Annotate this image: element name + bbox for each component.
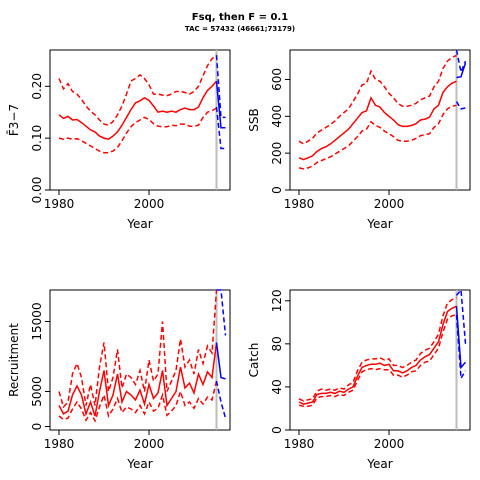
plot-frame [289, 289, 471, 431]
y-tick-label: 0 [270, 186, 284, 194]
projection-upper-line [455, 288, 467, 344]
y-axis-label: SSB [247, 108, 261, 131]
x-axis-label: Year [126, 457, 152, 471]
y-tick-label: 0.00 [30, 177, 44, 204]
x-tick-label: 2000 [134, 197, 165, 211]
plot-frame [49, 49, 231, 191]
history-lower-line [298, 314, 457, 408]
projection-median-line [456, 62, 467, 79]
figure-title: Fsq, then F = 0.1 [192, 12, 288, 23]
history-median-line [298, 80, 457, 161]
projection-median-line [215, 342, 226, 380]
x-axis-label: Year [126, 217, 152, 231]
y-tick-label: 80 [270, 336, 284, 351]
history-median-line [58, 342, 218, 417]
x-tick-label: 1980 [284, 197, 315, 211]
y-axis-label: Catch [247, 343, 261, 378]
x-axis-label: Year [366, 217, 392, 231]
history-median-line [58, 80, 218, 141]
history-upper-line [298, 54, 457, 145]
x-tick-label: 1980 [44, 197, 75, 211]
y-tick-label: 15000 [30, 302, 44, 340]
y-tick-label: 400 [270, 105, 284, 128]
y-tick-label: 0.20 [30, 73, 44, 100]
projection-lower-line [215, 106, 226, 150]
y-tick-label: 200 [270, 142, 284, 165]
plot-frame [289, 49, 471, 191]
panel-f: 1980 2000 Year 0.00 0.10 0.20 F̄3−7 [7, 49, 231, 231]
projection-median-line [215, 81, 226, 129]
history-upper-line [58, 54, 217, 127]
panel-ssb: 1980 2000 Year 0 200 400 600 SSB [247, 49, 471, 231]
projection-lower-line [215, 380, 227, 419]
projection-median-line [455, 306, 467, 370]
x-tick-label: 1980 [284, 437, 315, 451]
y-tick-label: 5000 [30, 376, 44, 407]
plot-frame [49, 289, 231, 431]
figure-subtitle: TAC = 57432 (46661;73179) [185, 25, 295, 33]
history-lower-line [58, 107, 217, 154]
y-axis-label: Recruitment [7, 323, 21, 397]
x-tick-label: 2000 [374, 437, 405, 451]
projection-lower-line [455, 101, 466, 110]
projection-upper-line [215, 55, 226, 119]
history-upper-line [58, 289, 218, 409]
y-tick-label: 600 [270, 68, 284, 91]
history-lower-line [298, 104, 457, 170]
history-lower-line [58, 380, 218, 423]
y-tick-label: 0 [30, 423, 44, 431]
panel-catch: 1980 2000 Year 0 40 80 120 Catch [247, 288, 471, 471]
x-tick-label: 2000 [374, 197, 405, 211]
y-tick-label: 120 [270, 289, 284, 312]
x-tick-label: 1980 [44, 437, 75, 451]
y-axis-label: F̄3−7 [7, 104, 21, 136]
y-tick-label: 0.10 [30, 125, 44, 152]
y-tick-label: 0 [270, 426, 284, 434]
projection-upper-line [216, 289, 227, 336]
history-median-line [298, 305, 457, 405]
x-axis-label: Year [366, 457, 392, 471]
x-tick-label: 2000 [134, 437, 165, 451]
panel-recruitment: 1980 2000 Year 0 5000 15000 Recruitment [7, 289, 231, 471]
y-tick-label: 40 [270, 379, 284, 394]
